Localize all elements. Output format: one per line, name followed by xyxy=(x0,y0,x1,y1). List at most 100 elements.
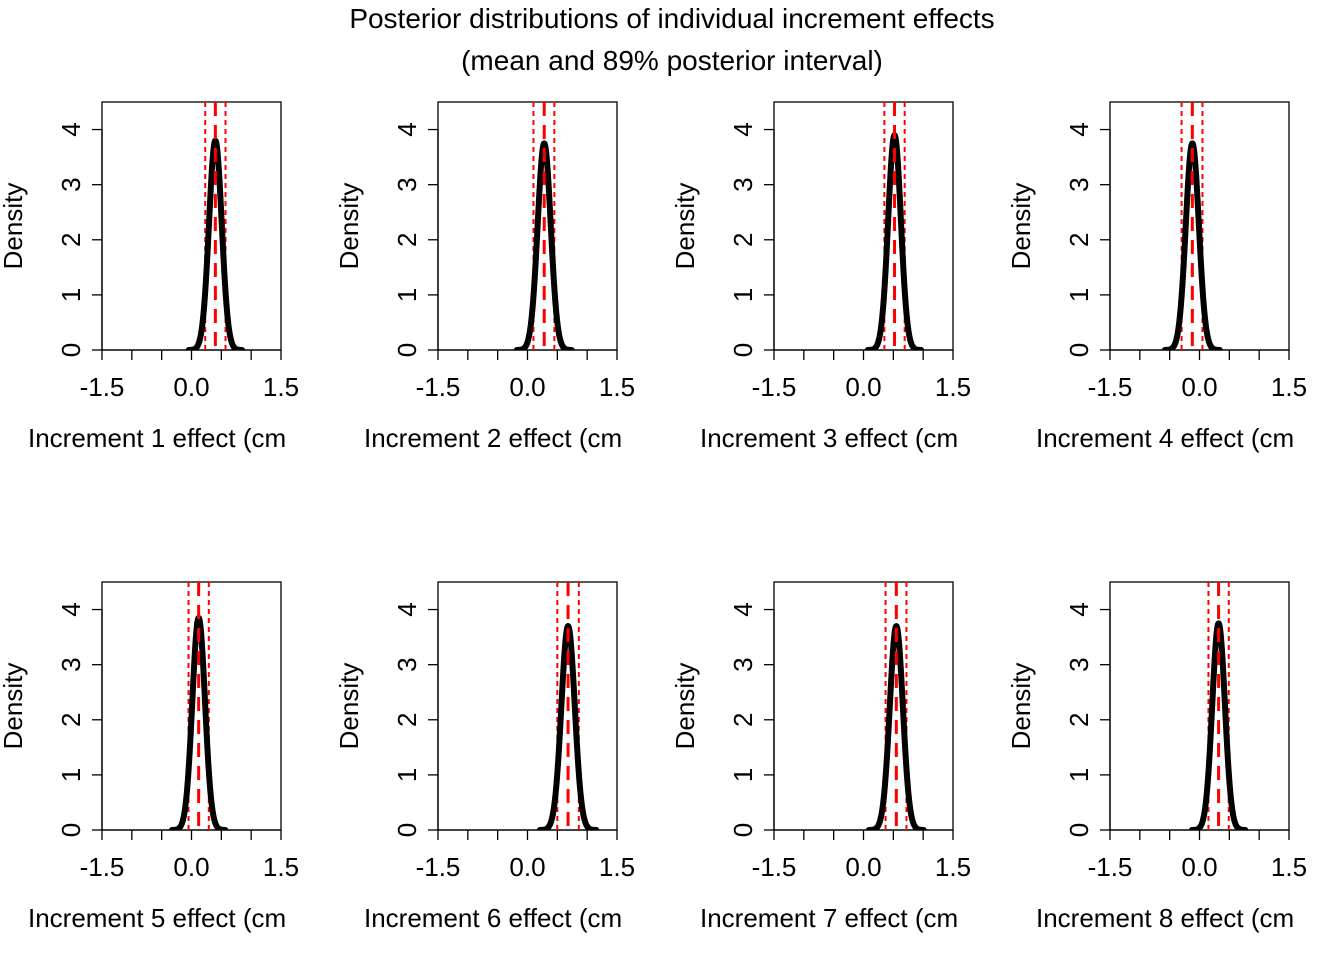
y-tick-label: 1 xyxy=(728,768,758,782)
panel-5: -1.5 0.0 1.5 0 1 2 3 4 Increment 5 effect (cm Den… xyxy=(0,581,299,933)
density-curve xyxy=(513,140,575,350)
y-tick-label: 2 xyxy=(1064,713,1094,727)
x-axis-label: Increment 8 effect (cm xyxy=(1036,903,1294,933)
x-tick-label: 0.0 xyxy=(173,372,209,402)
x-tick-label: 0.0 xyxy=(509,852,545,882)
y-tick-label: 3 xyxy=(1064,657,1094,671)
y-tick-label: 0 xyxy=(1064,823,1094,837)
y-tick-label: 1 xyxy=(56,768,86,782)
x-tick-label: 0.0 xyxy=(845,372,881,402)
y-axis-label: Density xyxy=(670,663,700,750)
y-tick-label: 1 xyxy=(1064,288,1094,302)
plot-frame xyxy=(773,581,954,831)
panels-grid: -1.5 0.0 1.5 0 1 2 3 4 Increment 1 effect (cm Den… xyxy=(0,101,1307,933)
y-tick-label: 2 xyxy=(1064,233,1094,247)
y-tick-label: 4 xyxy=(728,602,758,616)
y-tick-label: 4 xyxy=(1064,122,1094,136)
y-axis-label: Density xyxy=(0,663,28,750)
plot-frame xyxy=(773,101,954,351)
plot-frame xyxy=(1109,581,1290,831)
y-tick-label: 1 xyxy=(1064,768,1094,782)
plot-frame xyxy=(437,101,618,351)
x-tick-label: 1.5 xyxy=(263,852,299,882)
density-curve xyxy=(536,623,600,830)
y-tick-label: 2 xyxy=(728,233,758,247)
x-tick-label: 1.5 xyxy=(263,372,299,402)
plot-frame xyxy=(437,581,618,831)
x-tick-label: 1.5 xyxy=(599,372,635,402)
y-tick-label: 2 xyxy=(392,233,422,247)
y-axis-label: Density xyxy=(0,183,28,270)
x-tick-label: 0.0 xyxy=(1181,372,1217,402)
x-tick-label: 0.0 xyxy=(173,852,209,882)
x-tick-label: -1.5 xyxy=(80,372,125,402)
panel-6: -1.5 0.0 1.5 0 1 2 3 4 Increment 6 effect (cm Den… xyxy=(334,581,635,933)
y-tick-label: 2 xyxy=(728,713,758,727)
y-axis-label: Density xyxy=(670,183,700,270)
panel-2: -1.5 0.0 1.5 0 1 2 3 4 Increment 2 effect (cm Den… xyxy=(334,101,635,453)
x-axis-label: Increment 7 effect (cm xyxy=(700,903,958,933)
y-tick-label: 1 xyxy=(56,288,86,302)
x-axis-label: Increment 5 effect (cm xyxy=(28,903,286,933)
y-tick-label: 1 xyxy=(392,288,422,302)
x-axis-label: Increment 6 effect (cm xyxy=(364,903,622,933)
x-tick-label: 1.5 xyxy=(1271,852,1307,882)
x-axis-label: Increment 2 effect (cm xyxy=(364,423,622,453)
y-tick-label: 3 xyxy=(392,177,422,191)
density-curve xyxy=(185,137,246,350)
y-tick-label: 0 xyxy=(1064,343,1094,357)
y-axis-label: Density xyxy=(334,663,364,750)
y-tick-label: 0 xyxy=(56,823,86,837)
x-tick-label: -1.5 xyxy=(80,852,125,882)
y-axis-label: Density xyxy=(1006,183,1036,270)
y-tick-label: 0 xyxy=(392,343,422,357)
y-tick-label: 4 xyxy=(1064,602,1094,616)
y-tick-label: 3 xyxy=(56,177,86,191)
x-tick-label: 0.0 xyxy=(1181,852,1217,882)
y-tick-label: 2 xyxy=(392,713,422,727)
y-tick-label: 2 xyxy=(56,233,86,247)
x-axis-label: Increment 3 effect (cm xyxy=(700,423,958,453)
x-tick-label: -1.5 xyxy=(752,852,797,882)
y-tick-label: 2 xyxy=(56,713,86,727)
y-tick-label: 3 xyxy=(728,657,758,671)
y-axis-label: Density xyxy=(334,183,364,270)
x-tick-label: 0.0 xyxy=(845,852,881,882)
density-curve xyxy=(1188,620,1249,830)
figure-title-line1: Posterior distributions of individual in… xyxy=(349,3,994,34)
panel-1: -1.5 0.0 1.5 0 1 2 3 4 Increment 1 effect (cm Den… xyxy=(0,101,299,453)
x-tick-label: 1.5 xyxy=(599,852,635,882)
y-tick-label: 4 xyxy=(56,602,86,616)
y-tick-label: 0 xyxy=(56,343,86,357)
figure-title-line2: (mean and 89% posterior interval) xyxy=(461,45,883,76)
panel-8: -1.5 0.0 1.5 0 1 2 3 4 Increment 8 effect (cm Den… xyxy=(1006,581,1307,933)
panel-3: -1.5 0.0 1.5 0 1 2 3 4 Increment 3 effect (cm Den… xyxy=(670,101,971,453)
x-tick-label: 0.0 xyxy=(509,372,545,402)
y-tick-label: 1 xyxy=(728,288,758,302)
y-tick-label: 3 xyxy=(392,657,422,671)
density-curve xyxy=(1161,140,1223,350)
y-tick-label: 0 xyxy=(392,823,422,837)
y-tick-label: 3 xyxy=(56,657,86,671)
x-tick-label: 1.5 xyxy=(935,372,971,402)
y-tick-label: 0 xyxy=(728,823,758,837)
y-tick-label: 1 xyxy=(392,768,422,782)
y-tick-label: 4 xyxy=(392,602,422,616)
y-tick-label: 4 xyxy=(728,122,758,136)
plot-frame xyxy=(101,101,282,351)
panel-4: -1.5 0.0 1.5 0 1 2 3 4 Increment 4 effect (cm Den… xyxy=(1006,101,1307,453)
y-tick-label: 0 xyxy=(728,343,758,357)
y-tick-label: 3 xyxy=(728,177,758,191)
x-tick-label: -1.5 xyxy=(416,372,461,402)
x-tick-label: -1.5 xyxy=(1088,372,1133,402)
x-tick-label: -1.5 xyxy=(1088,852,1133,882)
x-tick-label: 1.5 xyxy=(1271,372,1307,402)
x-tick-label: -1.5 xyxy=(416,852,461,882)
y-tick-label: 4 xyxy=(56,122,86,136)
y-tick-label: 3 xyxy=(1064,177,1094,191)
x-tick-label: 1.5 xyxy=(935,852,971,882)
y-axis-label: Density xyxy=(1006,663,1036,750)
density-curve xyxy=(865,623,927,830)
panel-7: -1.5 0.0 1.5 0 1 2 3 4 Increment 7 effect (cm Den… xyxy=(670,581,971,933)
